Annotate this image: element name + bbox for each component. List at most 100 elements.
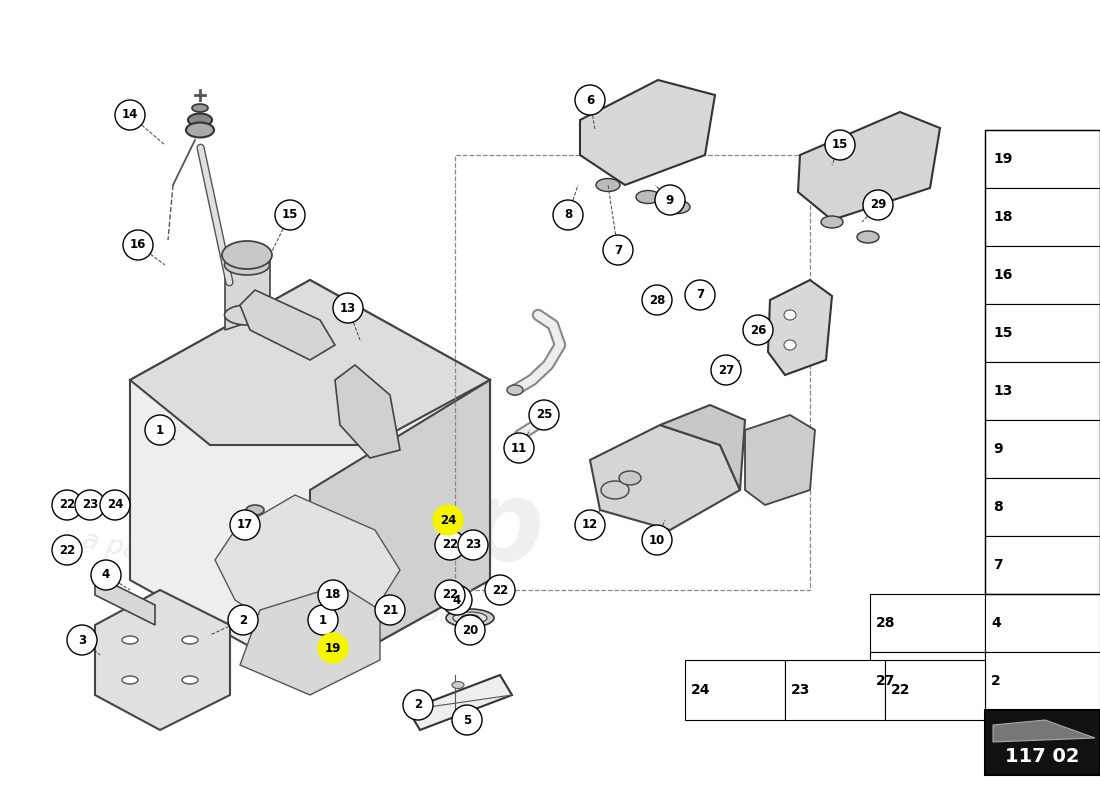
Text: 18: 18 <box>993 210 1012 224</box>
Ellipse shape <box>619 471 641 485</box>
Ellipse shape <box>188 114 212 126</box>
Text: 22: 22 <box>492 583 508 597</box>
Text: 21: 21 <box>382 603 398 617</box>
Circle shape <box>485 575 515 605</box>
Ellipse shape <box>224 305 270 325</box>
Bar <box>984 594 1100 652</box>
Bar <box>886 660 984 720</box>
Text: 23: 23 <box>81 498 98 511</box>
Polygon shape <box>95 575 155 625</box>
Circle shape <box>275 200 305 230</box>
Circle shape <box>52 535 82 565</box>
Circle shape <box>145 415 175 445</box>
Text: 13: 13 <box>993 384 1012 398</box>
Circle shape <box>228 605 258 635</box>
Text: 23: 23 <box>465 538 481 551</box>
Text: 5: 5 <box>463 714 471 726</box>
Ellipse shape <box>182 676 198 684</box>
Circle shape <box>433 505 463 535</box>
Circle shape <box>864 190 893 220</box>
Ellipse shape <box>453 612 487 624</box>
Text: 15: 15 <box>993 326 1012 340</box>
Text: 2: 2 <box>414 698 422 711</box>
Polygon shape <box>993 720 1094 742</box>
Text: 6: 6 <box>586 94 594 106</box>
Ellipse shape <box>821 216 843 228</box>
Circle shape <box>458 530 488 560</box>
Text: 1: 1 <box>156 423 164 437</box>
Text: 28: 28 <box>649 294 666 306</box>
Text: 7: 7 <box>993 558 1002 572</box>
Text: 29: 29 <box>870 198 887 211</box>
Text: 22: 22 <box>891 683 911 697</box>
Circle shape <box>434 580 465 610</box>
Bar <box>785 660 886 720</box>
Polygon shape <box>95 590 230 730</box>
Ellipse shape <box>666 201 690 214</box>
Bar <box>685 660 785 720</box>
Text: 2: 2 <box>991 674 1001 688</box>
Circle shape <box>318 633 348 663</box>
Circle shape <box>75 490 104 520</box>
Text: 19: 19 <box>993 152 1012 166</box>
Circle shape <box>308 605 338 635</box>
Text: 23: 23 <box>791 683 811 697</box>
Polygon shape <box>240 585 380 695</box>
Polygon shape <box>214 495 400 640</box>
Text: 9: 9 <box>993 442 1002 456</box>
Ellipse shape <box>857 231 879 243</box>
Ellipse shape <box>192 104 208 112</box>
Ellipse shape <box>224 255 270 275</box>
Text: 27: 27 <box>718 363 734 377</box>
Text: 25: 25 <box>536 409 552 422</box>
Text: 8: 8 <box>993 500 1003 514</box>
Circle shape <box>685 280 715 310</box>
Polygon shape <box>580 80 715 185</box>
Polygon shape <box>745 415 815 505</box>
Bar <box>870 594 984 652</box>
Circle shape <box>318 580 348 610</box>
Circle shape <box>52 490 82 520</box>
Bar <box>984 420 1100 478</box>
Circle shape <box>575 85 605 115</box>
Circle shape <box>742 315 773 345</box>
Text: europ: europ <box>180 476 546 583</box>
Text: 9: 9 <box>666 194 674 206</box>
Bar <box>455 155 810 590</box>
Polygon shape <box>130 280 490 680</box>
Circle shape <box>603 235 632 265</box>
Text: a passion for parts since 1985: a passion for parts since 1985 <box>80 528 475 636</box>
Ellipse shape <box>222 241 272 269</box>
Text: 16: 16 <box>130 238 146 251</box>
Text: 7: 7 <box>614 243 623 257</box>
Ellipse shape <box>122 636 138 644</box>
Bar <box>870 652 984 710</box>
Circle shape <box>434 530 465 560</box>
Polygon shape <box>240 290 336 360</box>
Polygon shape <box>590 425 740 530</box>
Bar <box>984 710 1100 775</box>
Text: 27: 27 <box>876 674 895 688</box>
Polygon shape <box>408 675 512 730</box>
Bar <box>984 246 1100 304</box>
Polygon shape <box>310 380 490 680</box>
Text: 22: 22 <box>442 538 458 551</box>
Text: 17: 17 <box>236 518 253 531</box>
Text: 24: 24 <box>440 514 456 526</box>
Bar <box>984 652 1100 710</box>
Bar <box>984 188 1100 246</box>
Circle shape <box>642 285 672 315</box>
Text: 22: 22 <box>442 589 458 602</box>
Polygon shape <box>660 405 745 490</box>
Circle shape <box>403 690 433 720</box>
Text: 24: 24 <box>691 683 711 697</box>
Bar <box>984 130 1100 188</box>
Ellipse shape <box>601 481 629 499</box>
Text: 16: 16 <box>993 268 1012 282</box>
Ellipse shape <box>452 682 464 689</box>
Text: 18: 18 <box>324 589 341 602</box>
Text: 22: 22 <box>59 543 75 557</box>
Text: 19: 19 <box>324 642 341 654</box>
Text: 13: 13 <box>340 302 356 314</box>
Text: 4: 4 <box>991 616 1001 630</box>
